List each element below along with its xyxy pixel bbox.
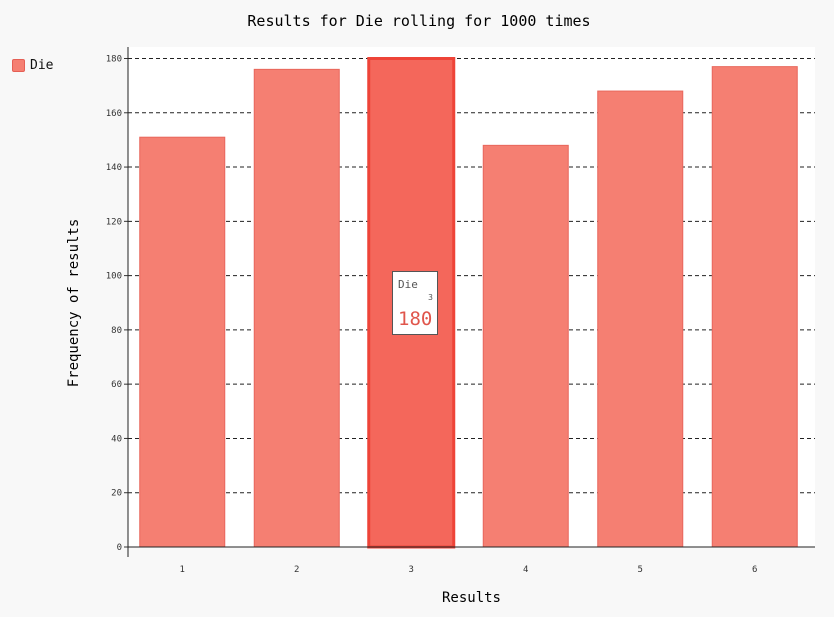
legend-label-die: Die xyxy=(30,58,54,73)
x-tick-label-5: 5 xyxy=(638,565,643,575)
y-tick-label-100: 100 xyxy=(106,272,122,282)
y-tick-label-0: 0 xyxy=(117,543,122,553)
x-axis-label: Results xyxy=(441,590,501,606)
tooltip-value: 180 xyxy=(398,308,433,330)
y-tick-label-40: 40 xyxy=(111,434,122,444)
plot-background xyxy=(128,47,815,547)
y-tick-label-20: 20 xyxy=(111,489,122,499)
x-tick-label-1: 1 xyxy=(180,565,185,575)
y-tick-label-60: 60 xyxy=(111,380,122,390)
chart-title: Results for Die rolling for 1000 times xyxy=(247,12,591,30)
legend-swatch xyxy=(12,59,25,72)
tooltip-series-label: Die xyxy=(398,278,418,291)
bar-tooltip: Die 3 180 xyxy=(392,271,438,335)
x-tick-label-3: 3 xyxy=(409,565,414,575)
bar-4 xyxy=(482,144,569,548)
x-tick-label-4: 4 xyxy=(523,565,528,575)
bar-1 xyxy=(139,136,226,548)
axes: 0 20 40 60 80 100 120 140 160 180 1 2 3 4 5 6 xyxy=(106,47,815,575)
tooltip-x-value: 3 xyxy=(428,293,433,302)
y-tick-label-160: 160 xyxy=(106,109,122,119)
y-tick-label-180: 180 xyxy=(106,55,122,65)
bar-2 xyxy=(253,68,340,548)
y-axis-label: Frequency of results xyxy=(66,218,82,388)
grid-lines xyxy=(128,58,815,494)
bar-6 xyxy=(711,66,798,548)
y-tick-label-120: 120 xyxy=(106,217,122,227)
bar-5 xyxy=(597,90,684,548)
legend[interactable]: Die xyxy=(12,58,53,73)
y-tick-label-140: 140 xyxy=(106,163,122,173)
bars xyxy=(139,57,798,549)
x-tick-label-2: 2 xyxy=(294,565,299,575)
x-tick-label-6: 6 xyxy=(752,565,757,575)
y-tick-label-80: 80 xyxy=(111,326,122,336)
